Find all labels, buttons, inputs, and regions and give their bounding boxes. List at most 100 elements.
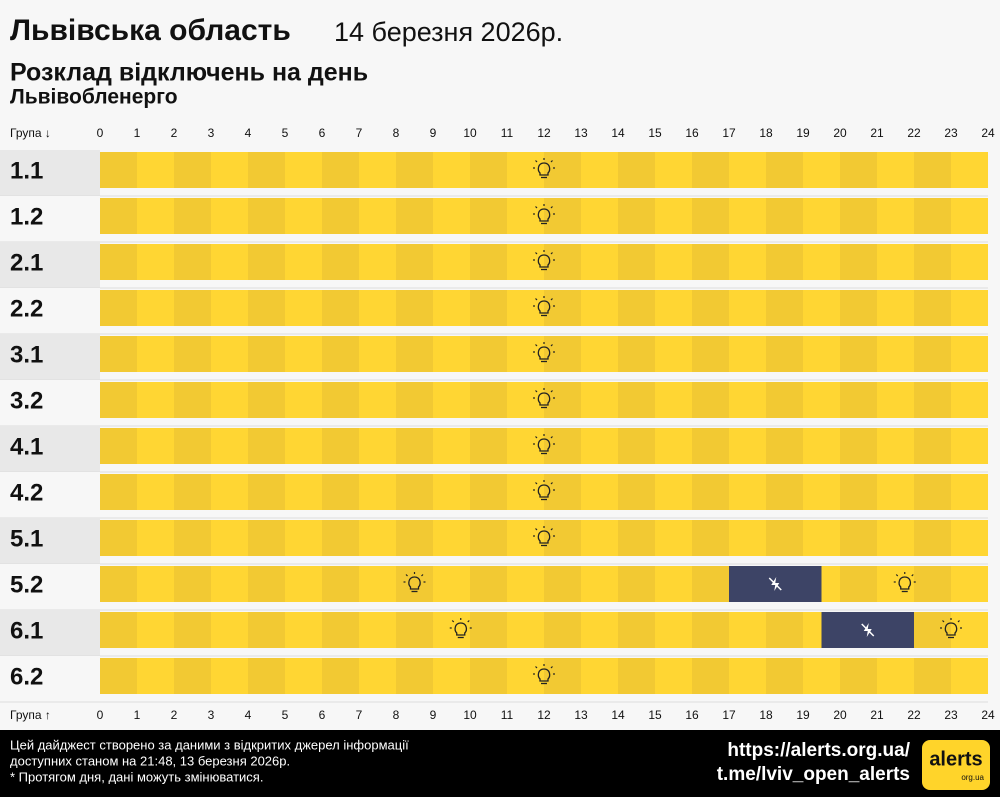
hour-label: 4 bbox=[245, 708, 252, 722]
hour-cell bbox=[322, 566, 359, 602]
hour-label: 3 bbox=[208, 126, 215, 140]
power-icon bbox=[449, 618, 472, 639]
hour-cell bbox=[914, 428, 951, 464]
hour-label: 9 bbox=[430, 708, 437, 722]
group-name: 4.1 bbox=[10, 433, 43, 460]
hour-cell bbox=[470, 474, 507, 510]
row-label-bg bbox=[0, 656, 100, 702]
bulb-ray bbox=[535, 252, 538, 255]
hour-cell bbox=[100, 382, 137, 418]
hour-label: 24 bbox=[981, 126, 995, 140]
row-label-bg bbox=[0, 242, 100, 288]
bulb-ray bbox=[550, 528, 553, 531]
hour-label: 21 bbox=[870, 126, 884, 140]
bulb bbox=[537, 438, 551, 452]
hour-cell bbox=[655, 244, 692, 280]
hour-label: 11 bbox=[501, 708, 514, 722]
hour-label: 23 bbox=[944, 126, 958, 140]
outage-icon bbox=[861, 623, 875, 637]
hour-cell bbox=[581, 520, 618, 556]
bulb-ray bbox=[550, 482, 553, 485]
bulb bbox=[408, 576, 421, 590]
hour-label: 11 bbox=[501, 126, 514, 140]
hour-cell bbox=[174, 244, 211, 280]
link[interactable]: https://alerts.org.ua/ bbox=[727, 740, 910, 761]
logo bbox=[922, 740, 990, 790]
hour-cell bbox=[359, 382, 396, 418]
hour-cell bbox=[322, 290, 359, 326]
hour-cell bbox=[100, 152, 137, 188]
hour-cell bbox=[137, 152, 174, 188]
hour-cell bbox=[396, 198, 433, 234]
hour-cell bbox=[729, 658, 766, 694]
hour-cell bbox=[840, 566, 877, 602]
hour-cell bbox=[285, 336, 322, 372]
hour-cell bbox=[174, 658, 211, 694]
hour-cell bbox=[581, 658, 618, 694]
bulb-ray bbox=[550, 252, 553, 255]
hour-cell bbox=[211, 244, 248, 280]
hour-cell bbox=[470, 152, 507, 188]
hour-cell bbox=[618, 152, 655, 188]
hour-label: 16 bbox=[685, 126, 699, 140]
hour-cell bbox=[396, 336, 433, 372]
hour-cell bbox=[174, 382, 211, 418]
power-icon bbox=[533, 434, 555, 455]
hour-cell bbox=[137, 290, 174, 326]
hour-cell bbox=[470, 198, 507, 234]
hour-cell bbox=[211, 382, 248, 418]
hour-cell bbox=[433, 336, 470, 372]
hour-cell bbox=[914, 520, 951, 556]
hour-cell bbox=[100, 474, 137, 510]
hour-cell bbox=[359, 290, 396, 326]
hour-cell bbox=[803, 244, 840, 280]
hour-cell bbox=[840, 198, 877, 234]
hour-cell bbox=[840, 244, 877, 280]
hour-cell bbox=[322, 474, 359, 510]
bulb-ray bbox=[550, 344, 553, 347]
hour-label: 2 bbox=[171, 126, 178, 140]
link[interactable]: t.me/lviv_open_alerts bbox=[717, 764, 910, 785]
hour-cell bbox=[359, 612, 396, 648]
hour-label: 22 bbox=[907, 708, 921, 722]
hour-cell bbox=[174, 198, 211, 234]
hour-cell bbox=[766, 152, 803, 188]
hour-cell bbox=[322, 152, 359, 188]
hour-cell bbox=[655, 658, 692, 694]
hour-cell bbox=[766, 336, 803, 372]
hour-cell bbox=[211, 612, 248, 648]
hour-cell bbox=[581, 612, 618, 648]
hour-cell bbox=[618, 474, 655, 510]
hour-cell bbox=[655, 474, 692, 510]
hour-cell bbox=[359, 244, 396, 280]
hour-cell bbox=[877, 152, 914, 188]
title: Розклад відключень на день bbox=[10, 59, 368, 87]
hour-cell bbox=[618, 566, 655, 602]
hour-cell bbox=[470, 382, 507, 418]
hour-cell bbox=[285, 152, 322, 188]
power-icon bbox=[533, 296, 555, 317]
hour-cell bbox=[433, 244, 470, 280]
hour-label: 9 bbox=[430, 126, 437, 140]
hour-label: 19 bbox=[796, 126, 810, 140]
hour-cell bbox=[433, 382, 470, 418]
row-label-bg bbox=[0, 564, 100, 610]
hour-cell bbox=[396, 658, 433, 694]
hour-cell bbox=[137, 658, 174, 694]
hour-cell bbox=[211, 658, 248, 694]
group-name: 1.2 bbox=[10, 203, 43, 230]
hour-cell bbox=[803, 428, 840, 464]
hour-label: 8 bbox=[393, 126, 400, 140]
hour-cell bbox=[729, 474, 766, 510]
bulb-ray bbox=[911, 574, 914, 577]
hour-cell bbox=[655, 566, 692, 602]
row-label-bg bbox=[0, 288, 100, 334]
hour-cell bbox=[433, 520, 470, 556]
hour-cell bbox=[914, 152, 951, 188]
hour-cell bbox=[470, 612, 507, 648]
hour-cell bbox=[618, 612, 655, 648]
hour-label: 10 bbox=[463, 708, 477, 722]
hour-label: 0 bbox=[97, 708, 104, 722]
bulb-ray bbox=[957, 620, 960, 623]
